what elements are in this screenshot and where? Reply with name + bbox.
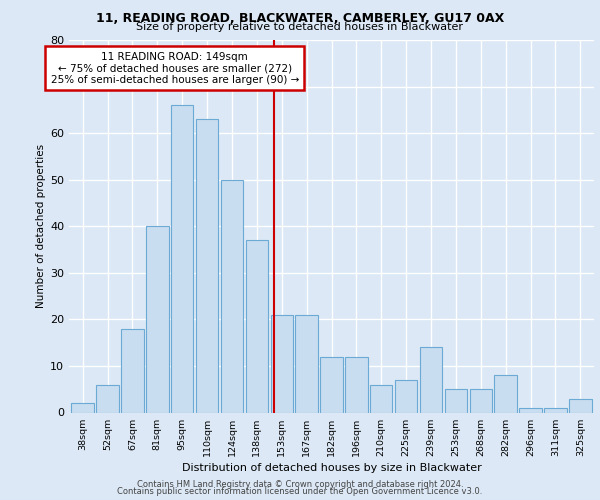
Text: Contains HM Land Registry data © Crown copyright and database right 2024.: Contains HM Land Registry data © Crown c… bbox=[137, 480, 463, 489]
X-axis label: Distribution of detached houses by size in Blackwater: Distribution of detached houses by size … bbox=[182, 462, 481, 472]
Bar bbox=[470, 389, 492, 412]
Bar bbox=[221, 180, 243, 412]
Bar bbox=[345, 356, 368, 412]
Bar bbox=[544, 408, 566, 412]
Text: Size of property relative to detached houses in Blackwater: Size of property relative to detached ho… bbox=[137, 22, 464, 32]
Bar bbox=[245, 240, 268, 412]
Bar bbox=[121, 328, 143, 412]
Text: Contains public sector information licensed under the Open Government Licence v3: Contains public sector information licen… bbox=[118, 487, 482, 496]
Bar bbox=[146, 226, 169, 412]
Bar bbox=[271, 314, 293, 412]
Bar bbox=[370, 384, 392, 412]
Y-axis label: Number of detached properties: Number of detached properties bbox=[36, 144, 46, 308]
Bar bbox=[494, 375, 517, 412]
Text: 11, READING ROAD, BLACKWATER, CAMBERLEY, GU17 0AX: 11, READING ROAD, BLACKWATER, CAMBERLEY,… bbox=[96, 12, 504, 24]
Bar bbox=[196, 119, 218, 412]
Bar bbox=[520, 408, 542, 412]
Bar bbox=[171, 105, 193, 412]
Bar bbox=[395, 380, 418, 412]
Bar bbox=[420, 348, 442, 412]
Bar bbox=[295, 314, 318, 412]
Text: 11 READING ROAD: 149sqm
← 75% of detached houses are smaller (272)
25% of semi-d: 11 READING ROAD: 149sqm ← 75% of detache… bbox=[50, 52, 299, 85]
Bar bbox=[569, 398, 592, 412]
Bar bbox=[97, 384, 119, 412]
Bar bbox=[71, 403, 94, 412]
Bar bbox=[320, 356, 343, 412]
Bar bbox=[445, 389, 467, 412]
